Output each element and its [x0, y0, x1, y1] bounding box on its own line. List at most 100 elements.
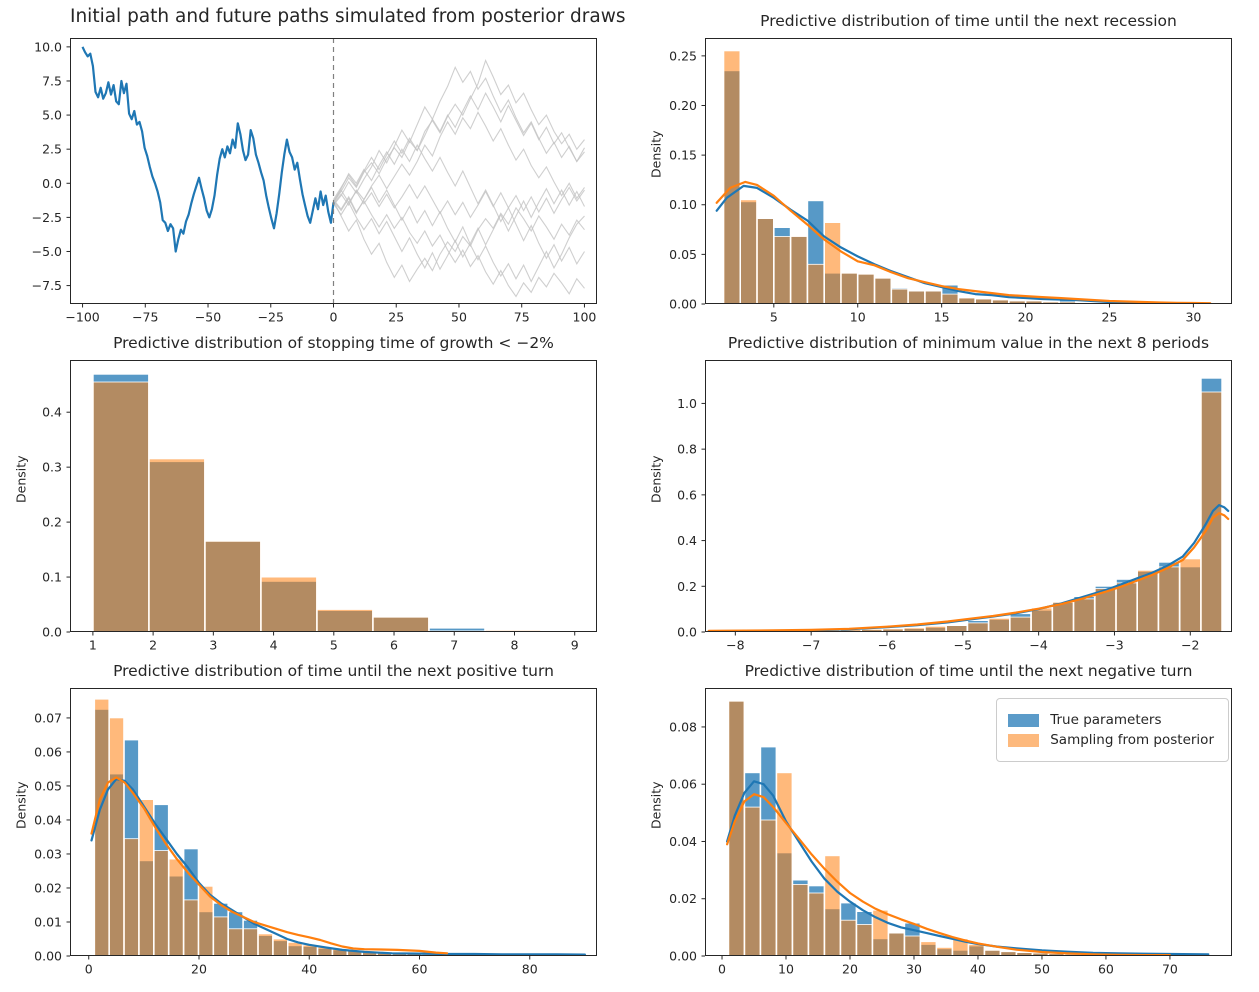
y-tick-label: 0.3 — [42, 460, 62, 475]
initial-path-chart: −100 −75 −50 −25 0 25 50 75 100 10.0 7.5 5.0 2.5 0.0 −… — [32, 38, 597, 325]
x-tick-label: 0 — [85, 962, 93, 977]
chart-title: Predictive distribution of stopping time… — [113, 334, 554, 352]
x-tick-label: −7 — [802, 638, 820, 653]
y-tick-label: 0.05 — [34, 778, 62, 793]
recession-plot-area — [715, 50, 1228, 304]
future-path-line — [333, 183, 585, 219]
stopping-time-chart: 1 2 3 4 5 6 7 8 9 0.0 0.1 0.2 0.3 0.4 — [42, 360, 597, 653]
x-tick-label: 5 — [770, 310, 778, 325]
future-path-line — [333, 143, 585, 265]
chart-title: Initial path and future paths simulated … — [70, 6, 626, 27]
y-tick-label: 0.10 — [669, 197, 697, 212]
x-tick-label: 20 — [842, 962, 858, 977]
axes-spines — [705, 360, 1232, 632]
y-axis-label: Density — [648, 455, 664, 503]
future-path-line — [333, 187, 585, 271]
y-tick-label: 5.0 — [42, 108, 62, 123]
x-tick-label: 9 — [571, 638, 579, 653]
posterior-sampling-kde-curve — [90, 776, 449, 955]
panel-stopping-time: Predictive distribution of stopping time… — [14, 334, 597, 653]
x-tick-label: 10 — [850, 310, 866, 325]
initial-path-plot-area — [81, 38, 585, 304]
y-tick-label: 0.0 — [42, 176, 62, 191]
x-tick-label: 7 — [450, 638, 458, 653]
chart-title: Predictive distribution of time until th… — [760, 12, 1177, 30]
legend-item-sampling-posterior: Sampling from posterior — [1008, 732, 1214, 748]
posterior-sampling-bars — [94, 698, 452, 956]
x-tick-label: 60 — [412, 962, 428, 977]
x-tick-label: 70 — [1162, 962, 1178, 977]
future-path-line — [333, 59, 585, 203]
x-tick-label: 80 — [522, 962, 538, 977]
x-tick-label: 50 — [451, 310, 467, 325]
axes-spines — [705, 688, 1232, 956]
x-tick-label: 2 — [149, 638, 157, 653]
legend: True parameters Sampling from posterior — [996, 698, 1229, 762]
x-tick-label: 10 — [778, 962, 794, 977]
x-tick-label: 25 — [1102, 310, 1118, 325]
x-tick-label: −25 — [258, 310, 284, 325]
x-tick-label: −75 — [132, 310, 158, 325]
y-tick-label: 0.25 — [669, 48, 697, 63]
x-tick-label: 40 — [970, 962, 986, 977]
x-tick-label: 15 — [934, 310, 950, 325]
y-tick-label: 0.00 — [669, 949, 697, 964]
y-tick-label: 0.07 — [34, 710, 62, 725]
x-tick-label: −6 — [878, 638, 896, 653]
y-axis-label: Density — [13, 455, 29, 503]
x-tick-label: 30 — [906, 962, 922, 977]
posterior-sampling-bars — [92, 381, 597, 632]
x-tick-label: −8 — [726, 638, 744, 653]
y-tick-label: 0.6 — [677, 487, 697, 502]
chart-title: Predictive distribution of time until th… — [113, 662, 554, 680]
y-tick-label: 0.0 — [677, 625, 697, 640]
panel-positive-turn: Predictive distribution of time until th… — [14, 662, 597, 977]
legend-label: True parameters — [1050, 712, 1162, 728]
x-tick-label: 75 — [514, 310, 530, 325]
x-tick-label: 4 — [270, 638, 278, 653]
posterior-sampling-kde-curve — [726, 793, 1171, 956]
x-tick-label: 60 — [1098, 962, 1114, 977]
x-tick-label: 20 — [1018, 310, 1034, 325]
sampling-posterior-swatch — [1008, 733, 1040, 747]
y-tick-label: −5.0 — [32, 244, 62, 259]
stopping-time-plot-area — [92, 373, 597, 632]
true-parameters-swatch — [1008, 713, 1040, 727]
y-axis-label: Density — [648, 781, 664, 829]
axes-spines — [70, 688, 597, 956]
panel-minimum-value: Predictive distribution of minimum value… — [649, 334, 1232, 653]
y-tick-label: 0.00 — [669, 297, 697, 312]
x-tick-label: 1 — [89, 638, 97, 653]
y-tick-label: 0.2 — [677, 579, 697, 594]
minimum-value-chart: −8 −7 −6 −5 −4 −3 −2 0.0 0.2 0.4 0.6 0.8 1.0 — [677, 360, 1232, 653]
positive-turn-chart: 0 20 40 60 80 0.00 0.01 0.02 0.03 0.04 0.05 0.06 0.0… — [34, 688, 597, 977]
negative-turn-chart: 0 10 20 30 40 50 60 70 0.00 0.02 0.04 0.06 0.08 — [669, 688, 1232, 977]
future-path-line — [333, 65, 585, 206]
y-tick-label: 0.2 — [42, 515, 62, 530]
x-tick-label: 25 — [388, 310, 404, 325]
x-tick-label: −100 — [65, 310, 99, 325]
y-tick-label: 0.8 — [677, 442, 697, 457]
minimum-value-plot-area — [707, 377, 1230, 632]
y-tick-label: 0.20 — [669, 98, 697, 113]
true-parameters-kde-curve — [726, 780, 1210, 956]
y-axis-label: Density — [648, 130, 664, 178]
y-tick-label: 0.01 — [34, 914, 62, 929]
chart-title: Predictive distribution of time until th… — [744, 662, 1193, 680]
x-tick-label: −3 — [1105, 638, 1123, 653]
x-tick-label: 20 — [191, 962, 207, 977]
x-tick-label: 6 — [390, 638, 398, 653]
y-tick-label: 2.5 — [42, 142, 62, 157]
x-tick-label: 100 — [573, 310, 597, 325]
y-tick-label: 0.0 — [42, 625, 62, 640]
posterior-sampling-bars — [723, 50, 1228, 304]
legend-item-true-parameters: True parameters — [1008, 712, 1214, 728]
future-path-line — [333, 195, 585, 298]
axes-spines — [70, 360, 597, 632]
y-tick-label: 0.08 — [669, 719, 697, 734]
posterior-sampling-kde-curve — [715, 180, 1212, 304]
x-tick-label: −4 — [1029, 638, 1047, 653]
future-path-line — [333, 111, 585, 207]
legend-label: Sampling from posterior — [1050, 732, 1214, 748]
